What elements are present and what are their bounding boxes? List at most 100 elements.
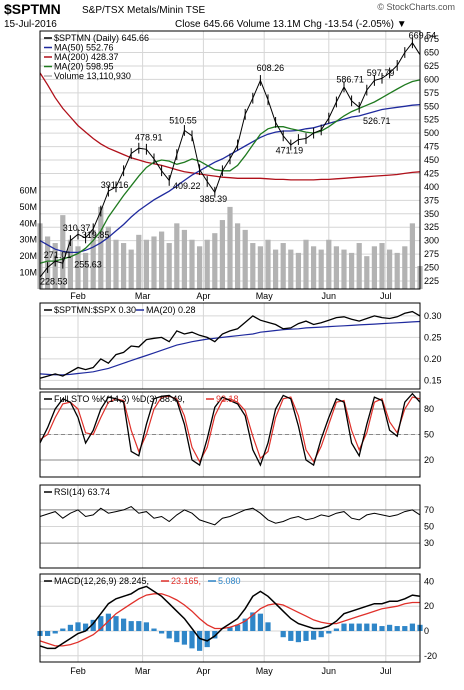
price-tick-label: 525 [424,115,439,125]
macd-histogram-bar [326,631,332,634]
sto-k-line [39,392,421,467]
volume-bar [242,229,248,289]
volume-bar [265,239,271,289]
macd-histogram-bar [394,626,400,632]
price-annotation: 608.26 [257,63,285,73]
price-tick-label: 250 [424,263,439,273]
ratio-tick-label: 0.30 [424,311,442,321]
macd-histogram-bar [303,631,309,641]
volume-bar [128,249,134,289]
price-tick-label: 450 [424,155,439,165]
price-tick-label: 600 [424,74,439,84]
macd-histogram-bar [120,618,127,632]
rsi-tick-label: 30 [424,538,434,548]
ratio-legend-text: MA(20) 0.28 [146,305,196,315]
ratio-frame [39,302,421,390]
sto-tick-label: 80 [424,404,434,414]
price-annotation: 510.55 [169,115,197,125]
macd-panel: 40 20 0 -20 MACD(12,26,9) 28.245, 23.165, 5.08… [37,573,437,663]
price-annotation: 409.22 [173,181,201,191]
price-annotation: 586.71 [336,75,364,85]
sto-tick-label: 50 [424,430,434,440]
volume-tick-label: 30M [19,235,37,245]
macd-histogram-bar [333,628,340,632]
macd-histogram-bar [67,624,74,632]
macd-histogram-bar [234,624,241,632]
volume-bar [212,233,218,289]
price-annotation: 391.16 [101,180,129,190]
price-tick-label: 225 [424,276,439,286]
macd-tick-label: 20 [424,601,434,611]
x-axis: Feb Feb Mar Mar Apr Apr May May Jun Jun Jul Jul [70,291,391,676]
macd-histogram-bar [295,631,302,643]
macd-histogram-bar [82,623,89,632]
month-tick-label: Jun [322,666,337,676]
volume-bar [386,249,393,289]
volume-bar [371,246,378,289]
price-annotation: 669.54 [409,31,437,41]
price-legend-text: MA(50) 552.76 [54,43,114,53]
sto-legend-text: Full STO %K(14,3) %D(3) 88.49, [54,394,185,404]
volume-bar [196,246,203,289]
symbol-title: $SPTMN [4,1,61,17]
month-tick-label: Jul [380,291,392,301]
volume-bar [166,243,172,289]
macd-legend-text: 23.165, [171,576,201,586]
volume-bar [409,223,416,289]
macd-histogram-bar [90,619,96,632]
price-annotation: 597.79 [367,68,395,78]
price-annotation: 385.39 [200,194,228,204]
macd-histogram-bar [242,618,248,632]
volume-tick-label: 60M [19,185,37,195]
price-frame [39,30,421,290]
month-tick-label: Mar [135,666,151,676]
macd-histogram-bar [280,631,286,638]
price-panel: 675 650 625 600 575 550 525 500 475 450 425 400 375 3… [19,30,439,290]
price-tick-label: 350 [424,209,439,219]
ratio-panel: 0.30 0.25 0.20 0.15 $SPTMN:$SPX 0.30 MA(20) 0… [39,302,442,390]
volume-bar [67,239,74,289]
volume-bar [143,239,150,289]
volume-bar [120,243,127,289]
volume-bar [310,246,317,289]
volume-bar [181,229,188,289]
price-legend-text: MA(20) 598.95 [54,62,114,72]
macd-histogram-bar [151,628,157,632]
price-annotation: 255.63 [74,260,102,270]
price-legend-text: $SPTMN (Daily) 645.66 [54,33,149,43]
macd-histogram-bar [174,631,180,643]
rsi-tick-label: 70 [424,505,434,515]
macd-histogram-bar [98,616,104,632]
volume-bar [272,249,279,289]
price-tick-label: 675 [424,34,439,44]
volume-tick-label: 40M [19,218,37,228]
macd-tick-label: 0 [424,626,429,636]
macd-histogram-bar [60,628,66,632]
macd-histogram-bar [136,621,142,632]
volume-bar [341,249,347,289]
macd-histogram-bar [310,631,317,640]
volume-bar [158,231,165,289]
volume-bar [105,226,112,289]
macd-histogram-bar [371,623,378,632]
macd-histogram-bar [189,631,195,649]
ratio-legend-text: $SPTMN:$SPX 0.30 [54,305,136,315]
volume-bar [75,246,81,289]
month-tick-label: Mar [135,291,151,301]
volume-bar [356,243,362,289]
macd-histogram-bar [348,623,355,632]
rsi-panel: 70 50 30 RSI(14) 63.74 [39,484,434,569]
macd-histogram-bar [44,631,51,636]
macd-tick-label: -20 [424,651,437,661]
volume-bar [98,206,104,289]
volume-bar [288,249,294,289]
macd-line [39,585,421,650]
volume-bar [295,252,302,289]
volume-bar [280,243,286,289]
macd-histogram-bar [105,613,112,632]
macd-histogram-bar [379,626,385,632]
macd-histogram-bar [318,631,324,638]
watermark: © StockCharts.com [377,2,455,12]
macd-legend-text: 5.080 [218,576,241,586]
price-annotation: 319.85 [82,230,110,240]
